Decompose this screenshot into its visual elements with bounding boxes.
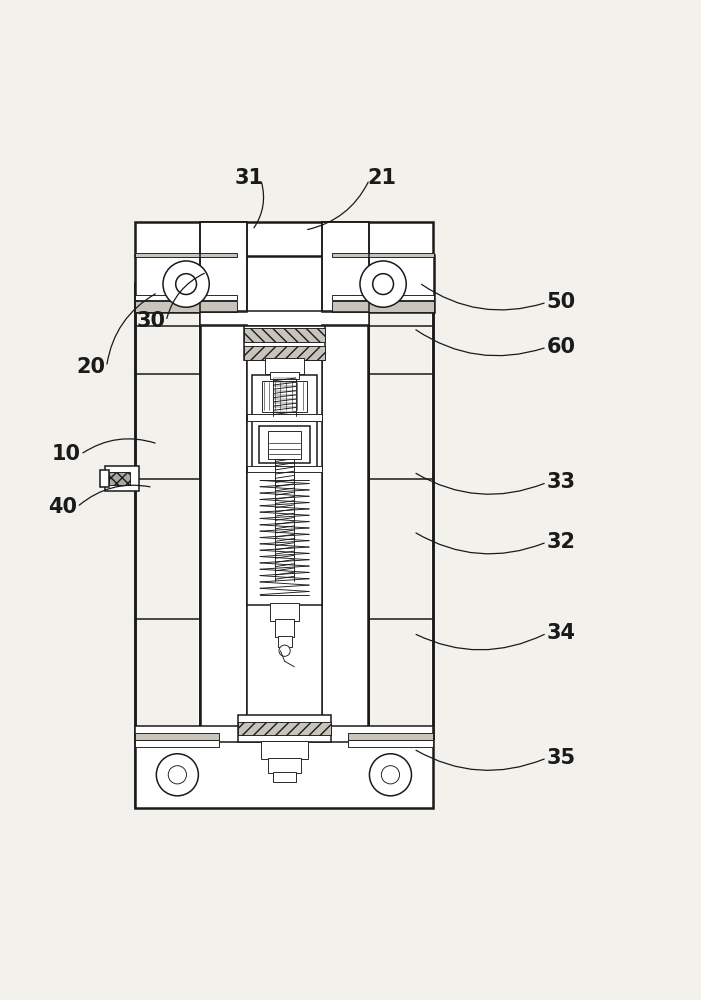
Bar: [137, 284, 198, 737]
Bar: [244, 326, 325, 360]
Bar: [135, 740, 219, 747]
Bar: [135, 295, 237, 300]
Bar: [135, 738, 433, 808]
Text: 10: 10: [52, 444, 81, 464]
Text: 20: 20: [76, 357, 106, 377]
Bar: [322, 325, 369, 742]
Bar: [244, 328, 325, 342]
Bar: [135, 253, 237, 257]
Circle shape: [156, 754, 198, 796]
Bar: [200, 311, 369, 326]
Bar: [136, 255, 236, 311]
Bar: [247, 466, 322, 472]
Bar: [135, 301, 237, 312]
Bar: [244, 346, 325, 360]
Bar: [200, 325, 247, 741]
Bar: [332, 301, 434, 312]
Bar: [100, 470, 109, 487]
Circle shape: [168, 766, 186, 784]
Circle shape: [163, 261, 210, 307]
Bar: [135, 222, 433, 256]
Bar: [105, 466, 139, 491]
Bar: [322, 325, 369, 742]
Circle shape: [360, 261, 407, 307]
Bar: [200, 325, 247, 742]
Circle shape: [381, 766, 400, 784]
Bar: [348, 742, 433, 808]
Bar: [261, 741, 308, 759]
Bar: [268, 431, 301, 459]
Text: 60: 60: [546, 337, 576, 357]
Bar: [332, 253, 434, 257]
Bar: [135, 733, 219, 740]
Bar: [278, 636, 292, 647]
Bar: [252, 421, 317, 468]
Bar: [265, 358, 304, 374]
Bar: [368, 283, 433, 738]
Bar: [109, 472, 130, 485]
Bar: [268, 758, 301, 773]
Bar: [273, 772, 296, 782]
Bar: [200, 223, 247, 311]
Bar: [270, 603, 299, 621]
Bar: [332, 295, 434, 300]
Bar: [238, 715, 331, 742]
Circle shape: [176, 274, 196, 295]
Text: 34: 34: [546, 623, 576, 643]
Text: 33: 33: [546, 472, 576, 492]
Text: 21: 21: [367, 168, 397, 188]
Text: 32: 32: [546, 532, 576, 552]
Bar: [275, 619, 294, 637]
Text: 35: 35: [546, 748, 576, 768]
Bar: [332, 255, 434, 312]
Bar: [135, 726, 433, 742]
Text: 40: 40: [48, 497, 78, 517]
Bar: [247, 414, 322, 421]
Bar: [368, 283, 433, 738]
Bar: [200, 325, 247, 742]
Bar: [200, 222, 247, 312]
Circle shape: [279, 645, 290, 656]
Bar: [262, 381, 307, 412]
Bar: [322, 223, 369, 311]
Text: 50: 50: [546, 292, 576, 312]
Bar: [322, 222, 369, 312]
Bar: [348, 740, 433, 747]
Text: 30: 30: [136, 311, 165, 331]
Bar: [252, 375, 317, 417]
Bar: [200, 222, 247, 312]
Bar: [247, 223, 322, 742]
Bar: [238, 722, 331, 735]
Bar: [135, 255, 237, 312]
Bar: [348, 733, 433, 740]
Bar: [247, 471, 322, 605]
Bar: [135, 283, 200, 738]
Bar: [333, 255, 433, 311]
Circle shape: [369, 754, 411, 796]
Bar: [259, 426, 310, 463]
Bar: [270, 372, 299, 379]
Bar: [135, 742, 219, 808]
Bar: [322, 222, 369, 312]
Bar: [322, 325, 369, 741]
Bar: [369, 284, 431, 737]
Circle shape: [373, 274, 393, 295]
Text: 31: 31: [234, 168, 264, 188]
Bar: [135, 283, 200, 738]
